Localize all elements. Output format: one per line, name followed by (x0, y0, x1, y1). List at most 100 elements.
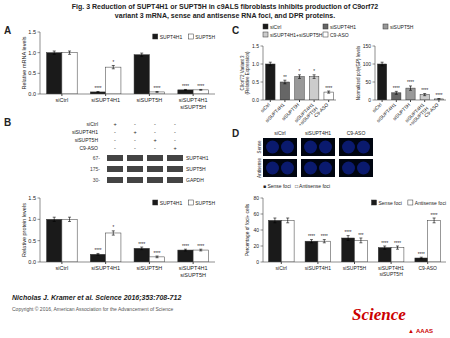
logo-mark: ▲ (408, 328, 414, 334)
bar (149, 257, 164, 262)
y-tick (261, 198, 264, 199)
error-bar (383, 246, 386, 249)
error-line (384, 246, 385, 249)
error-line (141, 53, 142, 56)
significance-label: **** (94, 248, 101, 253)
significance-label: **** (407, 80, 414, 85)
y-tick (38, 32, 41, 33)
error-cap (68, 54, 71, 55)
y-tick (261, 82, 264, 83)
x-tick-label: siCtrl (260, 102, 271, 113)
error-line (157, 256, 158, 258)
error-cap (433, 218, 436, 219)
y-axis-label: Percentage of foci+ cells (245, 203, 250, 256)
error-line (54, 51, 55, 54)
blot-sign: - (174, 121, 176, 127)
blot-band (107, 155, 123, 161)
error-bar (437, 98, 440, 100)
error-cap (273, 218, 276, 219)
blot-band (147, 155, 163, 161)
error-cap (199, 249, 202, 250)
x-tick (328, 100, 329, 102)
error-bar (310, 240, 313, 243)
bar (309, 77, 318, 100)
error-line (348, 236, 349, 241)
bar (281, 220, 294, 262)
legend-label: siCtrl (270, 24, 281, 30)
y-tick (38, 240, 41, 241)
significance-label: **** (418, 252, 425, 257)
error-bar (409, 86, 412, 90)
x-tick (105, 94, 106, 96)
x-tick-label: siCtrl (56, 97, 69, 103)
legend-label: C9-ASO (330, 32, 349, 38)
y-tick-label: 0.0 (252, 97, 259, 103)
error-cap (68, 217, 71, 218)
error-bar (273, 218, 276, 223)
error-line (113, 231, 114, 235)
error-cap (420, 258, 423, 259)
x-tick-label: siCtrl (56, 265, 69, 271)
error-cap (156, 256, 159, 257)
x-tick-label: siSUPT5H (343, 265, 367, 271)
y-tick-label: 1.5 (28, 29, 36, 35)
blot-band (147, 166, 163, 172)
y-tick-label: 50 (365, 79, 371, 85)
y-tick (373, 100, 376, 101)
bar (47, 219, 62, 262)
blot-sign: - (174, 129, 176, 135)
x-tick-label: C9-ASO (423, 102, 439, 118)
error-bar (395, 91, 398, 94)
nucleus (281, 141, 294, 154)
error-bar (140, 247, 143, 250)
bar (90, 254, 105, 262)
error-cap (310, 239, 313, 240)
error-cap (184, 90, 187, 91)
error-bar (199, 249, 202, 251)
y-tick (38, 94, 41, 95)
plot-marks (268, 218, 440, 262)
error-cap (286, 218, 289, 219)
error-line (421, 257, 422, 259)
significance-label: **** (94, 86, 101, 91)
y-tick-label: 1.0 (252, 61, 259, 67)
error-cap (273, 222, 276, 223)
micrograph (263, 159, 297, 177)
plot-marks (377, 62, 443, 100)
error-line (434, 218, 435, 223)
y-tick (373, 46, 376, 47)
error-bar (347, 236, 350, 241)
y-axis-label: Relative mRNA levels (21, 36, 27, 89)
x-tick (284, 100, 285, 102)
copyright: Copyright © 2016, American Association f… (12, 306, 173, 312)
legend-swatch (383, 24, 388, 29)
bar-chart: 0.00.51.01.5*********************siCtrls… (21, 195, 215, 278)
error-cap (68, 221, 71, 222)
image-row-label: Antisense (257, 158, 262, 178)
error-bar (53, 217, 56, 221)
error-line (382, 62, 383, 66)
blot-row-label: C9-ASO (79, 145, 98, 151)
bar (149, 92, 164, 94)
error-bar (184, 89, 187, 91)
error-line (97, 253, 98, 255)
x-tick-label: siSUPT4H1siSUPT5H (378, 265, 404, 277)
blot-band (127, 155, 143, 161)
panel-letter: C (232, 25, 239, 36)
error-line (311, 240, 312, 243)
bar (378, 248, 391, 262)
y-tick (261, 230, 264, 231)
error-line (410, 86, 411, 90)
x-tick (354, 262, 355, 264)
error-cap (323, 242, 326, 243)
error-cap (409, 90, 412, 91)
error-line (200, 249, 201, 251)
error-cap (298, 78, 301, 79)
y-tick (373, 64, 376, 65)
error-cap (112, 68, 115, 69)
blot-band (107, 177, 123, 183)
error-cap (96, 253, 99, 254)
blot-sign: + (133, 129, 136, 135)
y-tick-label: 0.5 (28, 70, 36, 76)
error-bar (199, 89, 202, 91)
